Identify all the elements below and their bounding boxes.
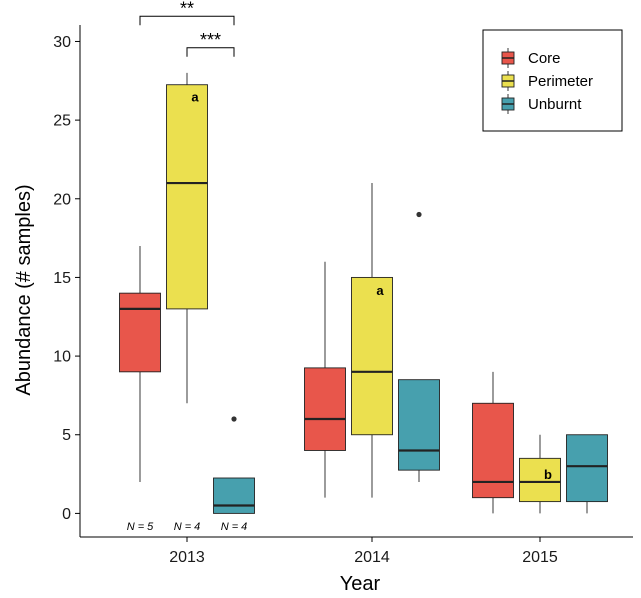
outlier-point: [416, 211, 422, 218]
sample-size-label: N = 5: [127, 521, 154, 533]
box-core-2014: [304, 261, 346, 498]
y-axis-title: Abundance (# samples): [13, 184, 35, 395]
legend-label: Perimeter: [528, 73, 593, 90]
boxes-layer: [119, 72, 608, 514]
axes-layer: 0 5 10 15 20 25 30 2013 2014 2015: [53, 25, 633, 566]
significance-label: ***: [200, 30, 221, 50]
y-tick-label: 5: [62, 427, 71, 444]
legend-item-core: Core: [501, 48, 561, 68]
box-perimeter-2013: [166, 72, 208, 404]
box-body: [166, 84, 208, 310]
group-letter: a: [191, 90, 199, 105]
box-core-2015: [472, 371, 514, 514]
significance-label: **: [180, 0, 194, 18]
legend: Core Perimeter Unburnt: [482, 29, 623, 132]
box-body: [213, 477, 255, 514]
sample-size-label: N = 4: [174, 521, 201, 533]
y-tick-label: 20: [53, 191, 71, 208]
legend-item-perimeter: Perimeter: [501, 71, 593, 91]
y-tick-label: 10: [53, 349, 71, 366]
legend-label: Unburnt: [528, 96, 582, 113]
box-body: [566, 434, 608, 503]
legend-label: Core: [528, 50, 561, 67]
x-tick-label: 2014: [354, 549, 390, 566]
box-core-2013: [119, 245, 161, 482]
box-body: [519, 457, 561, 503]
legend-item-unburnt: Unburnt: [501, 94, 582, 114]
sample-size-label: N = 4: [221, 521, 248, 533]
x-axis-title: Year: [340, 573, 381, 595]
y-tick-label: 25: [53, 113, 71, 130]
box-body: [119, 292, 161, 373]
box-body: [351, 276, 393, 436]
box-unburnt-2015: [566, 434, 608, 514]
box-perimeter-2015: [519, 434, 561, 514]
box-body: [472, 402, 514, 499]
x-tick-label: 2013: [169, 549, 205, 566]
box-perimeter-2014: [351, 183, 393, 498]
group-letter: b: [544, 467, 552, 482]
box-body: [398, 379, 440, 471]
x-tick-label: 2015: [522, 549, 558, 566]
box-unburnt-2014: [398, 211, 440, 482]
group-letter: a: [376, 283, 384, 298]
outlier-point: [231, 416, 237, 422]
y-tick-label: 0: [62, 506, 71, 523]
significance-bracket: [186, 47, 235, 57]
significance-bracket: [139, 15, 235, 26]
y-tick-label: 30: [53, 34, 71, 51]
box-body: [304, 367, 346, 451]
box-unburnt-2013: [213, 416, 255, 514]
y-tick-label: 15: [53, 270, 71, 287]
